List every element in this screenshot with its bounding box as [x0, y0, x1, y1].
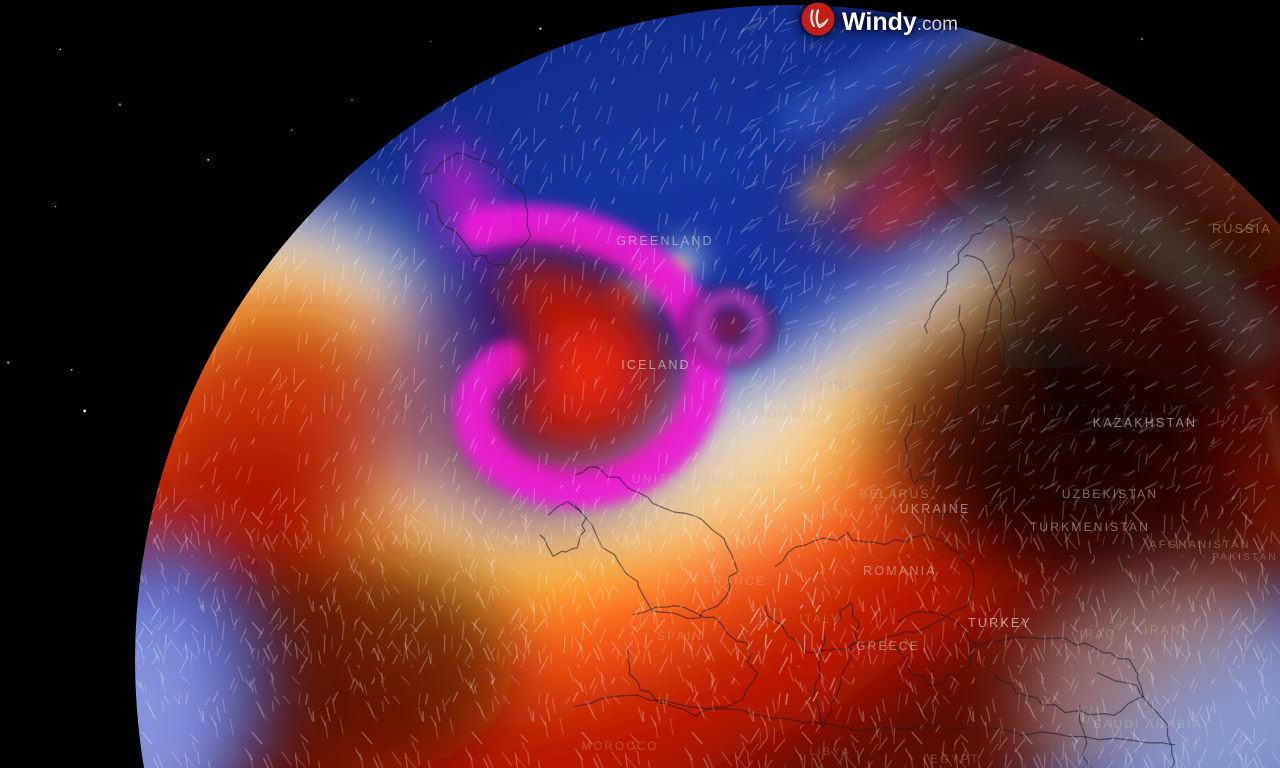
svg-text:RUSSIA: RUSSIA — [1212, 222, 1272, 236]
svg-text:FINLAND: FINLAND — [820, 380, 885, 392]
svg-text:TURKMENISTAN: TURKMENISTAN — [1030, 520, 1150, 534]
svg-text:LIBYA: LIBYA — [809, 746, 850, 758]
svg-text:SPAIN: SPAIN — [657, 629, 703, 643]
svg-text:NORWAY: NORWAY — [757, 409, 820, 421]
svg-text:Windy.com: Windy.com — [842, 8, 958, 36]
svg-text:PAKISTAN: PAKISTAN — [1212, 552, 1278, 563]
svg-text:UKRAINE: UKRAINE — [900, 502, 971, 516]
svg-text:ROMANIA: ROMANIA — [863, 564, 937, 578]
svg-text:TURKEY: TURKEY — [968, 616, 1032, 630]
svg-text:GERMANY: GERMANY — [752, 489, 828, 503]
svg-text:FRANCE: FRANCE — [704, 574, 767, 588]
svg-text:MOROCCO: MOROCCO — [582, 741, 659, 753]
svg-text:IRAN: IRAN — [1144, 623, 1181, 637]
svg-text:UZBEKISTAN: UZBEKISTAN — [1062, 487, 1158, 501]
svg-text:ITALY: ITALY — [799, 614, 840, 626]
svg-text:KAZAKHSTAN: KAZAKHSTAN — [1093, 416, 1197, 430]
svg-text:GREECE: GREECE — [856, 639, 920, 653]
svg-text:IRAQ: IRAQ — [1080, 629, 1117, 641]
svg-text:ICELAND: ICELAND — [621, 358, 691, 372]
svg-text:GREENLAND: GREENLAND — [616, 234, 714, 248]
svg-text:EGYPT: EGYPT — [930, 754, 980, 766]
svg-text:UNITED KINGDOM: UNITED KINGDOM — [632, 472, 768, 486]
svg-text:POLAND: POLAND — [795, 508, 856, 520]
svg-text:AFGHANISTAN: AFGHANISTAN — [1149, 539, 1251, 551]
svg-text:SAUDI ARABIA: SAUDI ARABIA — [1093, 717, 1203, 731]
svg-text:BELARUS: BELARUS — [859, 487, 930, 501]
